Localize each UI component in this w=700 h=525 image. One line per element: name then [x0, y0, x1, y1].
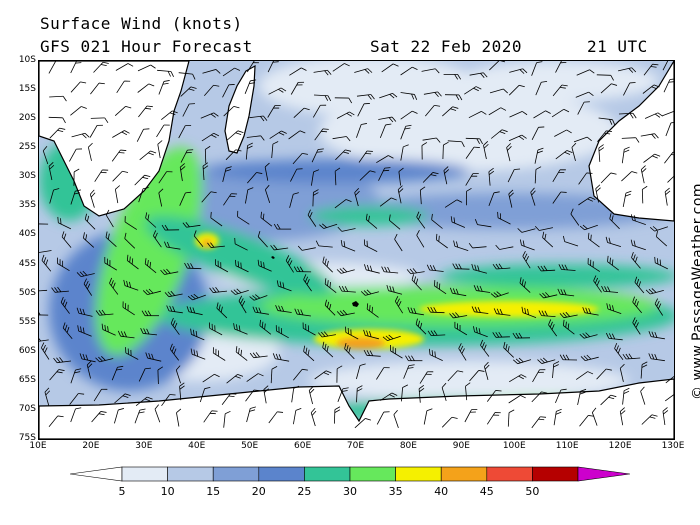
antarctica-land	[39, 378, 674, 439]
latitude-label: 20S	[18, 113, 36, 124]
wind-barbs	[39, 61, 674, 429]
latitude-label: 35S	[18, 200, 36, 211]
longitude-label: 90E	[452, 441, 470, 451]
australia-land	[588, 61, 674, 222]
scale-swatch	[212, 466, 260, 482]
longitude-label: 20E	[82, 441, 100, 451]
longitude-label: 100E	[502, 441, 526, 451]
longitude-label: 50E	[241, 441, 259, 451]
color-scale-bar	[69, 466, 631, 482]
latitude-label: 65S	[18, 374, 36, 385]
scale-swatch	[486, 466, 533, 482]
scale-tick-label: 30	[343, 485, 357, 498]
kerguelen-island	[352, 301, 359, 307]
strong-wind-cores	[195, 233, 599, 349]
longitude-label: 80E	[399, 441, 417, 451]
latitude-label: 70S	[18, 403, 36, 414]
scale-tick-label: 45	[479, 485, 494, 498]
africa-land	[39, 61, 190, 217]
scale-tick-label: 35	[388, 485, 403, 498]
latitude-label: 10S	[18, 55, 36, 65]
landmasses	[39, 61, 674, 439]
latitude-label: 15S	[18, 84, 36, 95]
wind-map-canvas	[39, 61, 674, 439]
scale-tick-label: 40	[434, 485, 449, 498]
forecast-date: Sat 22 Feb 2020	[370, 37, 522, 56]
longitude-label: 120E	[608, 441, 632, 451]
forecast-time: 21 UTC	[587, 37, 648, 56]
scale-tick-label: 20	[251, 485, 266, 498]
longitude-label: 10E	[29, 441, 47, 451]
scale-above-max	[577, 466, 631, 482]
scale-below-min	[69, 466, 123, 482]
longitude-label: 30E	[135, 441, 153, 451]
scale-swatch	[440, 466, 488, 482]
latitude-label: 55S	[18, 316, 36, 327]
latitude-label: 40S	[18, 229, 36, 240]
latitude-label: 25S	[18, 142, 36, 153]
copyright-text: © www.PassageWeather.com	[690, 182, 700, 400]
latitude-label: 50S	[18, 287, 36, 298]
scale-swatch	[349, 466, 396, 482]
scale-tick-label: 10	[160, 485, 175, 498]
scale-swatch	[167, 466, 214, 482]
latitude-label: 75S	[18, 433, 36, 443]
forecast-label: GFS 021 Hour Forecast	[40, 37, 253, 56]
longitude-label: 40E	[188, 441, 206, 451]
latitude-label: 60S	[18, 345, 36, 356]
scale-tick-label: 15	[206, 485, 221, 498]
crozet-island	[271, 256, 275, 259]
longitude-label: 70E	[346, 441, 365, 451]
scale-tick-label: 50	[525, 485, 540, 498]
scale-tick-label: 25	[297, 485, 312, 498]
wind-speed-legend: 5 10 15 20 25 30 35 40 45 50	[69, 465, 631, 515]
map-title: Surface Wind (knots)	[40, 14, 243, 33]
scale-swatch	[121, 466, 168, 482]
latitude-label: 45S	[18, 258, 36, 269]
scale-swatch	[258, 466, 305, 482]
scale-tick-label: 5	[118, 485, 126, 498]
scale-swatch	[532, 466, 579, 482]
scale-swatch	[395, 466, 442, 482]
wind-map	[38, 60, 675, 440]
latitude-label: 30S	[18, 171, 36, 182]
scale-swatch	[304, 466, 351, 482]
longitude-label: 60E	[294, 441, 312, 451]
longitude-label: 130E	[661, 441, 685, 451]
longitude-label: 110E	[555, 441, 579, 451]
